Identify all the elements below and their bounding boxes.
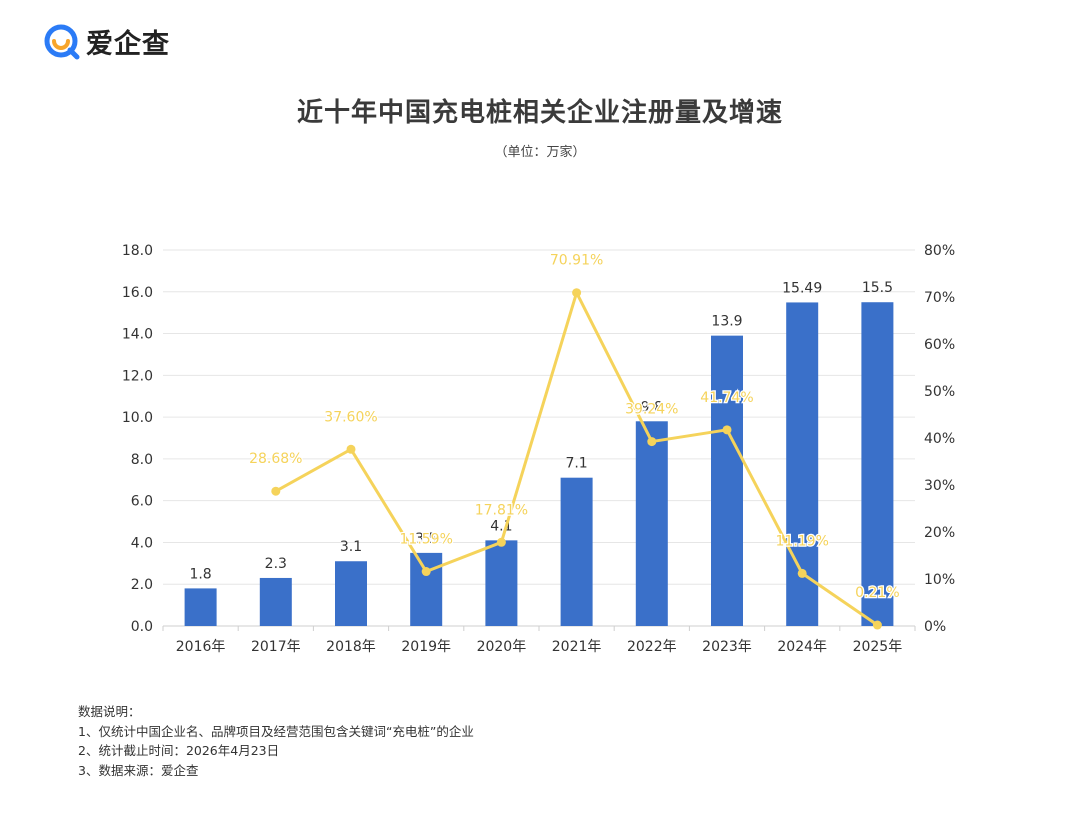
x-tick-label: 2018年 bbox=[326, 639, 376, 655]
bar bbox=[635, 421, 668, 626]
notes-item-3: 3、数据来源：爱企查 bbox=[78, 762, 199, 778]
growth-rate-label: 28.68% bbox=[249, 451, 302, 467]
notes-item-1: 1、仅统计中国企业名、品牌项目及经营范围包含关键词“充电桩”的企业 bbox=[78, 723, 474, 739]
growth-rate-label: 11.59% bbox=[400, 532, 453, 548]
growth-rate-point bbox=[872, 620, 882, 630]
y-right-tick-label: 70% bbox=[924, 290, 955, 306]
y-left-tick-label: 10.0 bbox=[122, 410, 153, 426]
growth-rate-point bbox=[572, 288, 582, 298]
data-notes: 数据说明： 1、仅统计中国企业名、品牌项目及经营范围包含关键词“充电桩”的企业 … bbox=[78, 702, 474, 780]
y-right-tick-label: 30% bbox=[924, 478, 955, 494]
bar bbox=[410, 552, 443, 626]
x-tick-label: 2022年 bbox=[627, 639, 677, 655]
bar bbox=[259, 577, 292, 626]
x-tick-label: 2017年 bbox=[251, 639, 301, 655]
growth-rate-label: 39.24% bbox=[625, 402, 678, 418]
bar-value-label: 7.1 bbox=[565, 456, 587, 472]
growth-rate-label: 41.74% bbox=[700, 390, 753, 406]
growth-rate-point bbox=[421, 567, 431, 577]
y-left-tick-label: 4.0 bbox=[131, 535, 153, 551]
bar-value-label: 1.8 bbox=[189, 566, 211, 582]
x-tick-label: 2020年 bbox=[477, 639, 527, 655]
growth-rate-point bbox=[647, 437, 657, 447]
y-right-tick-label: 20% bbox=[924, 525, 955, 541]
y-right-tick-label: 80% bbox=[924, 243, 955, 259]
y-right-tick-label: 60% bbox=[924, 337, 955, 353]
y-left-tick-label: 0.0 bbox=[131, 619, 153, 635]
y-left-tick-label: 12.0 bbox=[122, 368, 153, 384]
growth-rate-label: 70.91% bbox=[550, 253, 603, 269]
bar bbox=[560, 477, 593, 626]
chart-subtitle: （单位：万家） bbox=[494, 145, 586, 160]
y-left-tick-label: 18.0 bbox=[122, 243, 153, 259]
x-tick-label: 2025年 bbox=[853, 639, 903, 655]
y-right-tick-label: 10% bbox=[924, 572, 955, 588]
bar bbox=[861, 302, 894, 626]
logo-text: 爱企查 bbox=[86, 29, 170, 60]
x-tick-label: 2023年 bbox=[702, 639, 752, 655]
bar-value-label: 15.5 bbox=[862, 280, 893, 296]
y-left-tick-label: 2.0 bbox=[131, 577, 153, 593]
x-tick-label: 2024年 bbox=[777, 639, 827, 655]
bar bbox=[711, 335, 743, 626]
growth-rate-point bbox=[496, 537, 506, 547]
bar-value-label: 3.1 bbox=[340, 539, 362, 555]
growth-rate-label: 37.60% bbox=[324, 409, 377, 425]
bar bbox=[335, 561, 367, 626]
notes-item-2: 2、统计截止时间：2026年4月23日 bbox=[78, 743, 280, 758]
growth-rate-label: 0.21% bbox=[855, 585, 899, 601]
logo-magnifier-icon bbox=[44, 24, 80, 59]
x-tick-label: 2019年 bbox=[401, 639, 451, 655]
y-left-tick-label: 16.0 bbox=[122, 285, 153, 301]
growth-rate-point bbox=[797, 568, 807, 578]
y-left-tick-label: 6.0 bbox=[131, 494, 153, 510]
x-tick-label: 2021年 bbox=[552, 639, 602, 655]
growth-rate-point bbox=[346, 444, 356, 454]
bar-value-label: 2.3 bbox=[265, 556, 287, 572]
y-right-tick-label: 40% bbox=[924, 431, 955, 447]
y-right-tick-label: 0% bbox=[924, 619, 946, 635]
growth-rate-point bbox=[271, 486, 281, 496]
x-tick-label: 2016年 bbox=[176, 639, 226, 655]
bar-value-label: 15.49 bbox=[782, 280, 822, 296]
y-left-tick-label: 8.0 bbox=[131, 452, 153, 468]
growth-rate-point bbox=[722, 425, 732, 435]
growth-rate-label: 11.19% bbox=[776, 533, 829, 549]
bar-value-label: 13.9 bbox=[711, 314, 742, 330]
y-right-tick-label: 50% bbox=[924, 384, 955, 400]
y-left-tick-label: 14.0 bbox=[122, 327, 153, 343]
notes-heading: 数据说明： bbox=[78, 704, 141, 719]
bar bbox=[184, 588, 217, 626]
logo: 爱企查 bbox=[44, 22, 170, 61]
growth-rate-label: 17.81% bbox=[475, 502, 528, 518]
bar-value-label: 9.8 bbox=[641, 399, 663, 415]
chart-title: 近十年中国充电桩相关企业注册量及增速 bbox=[296, 98, 783, 128]
bar bbox=[485, 540, 518, 626]
bar-value-label: 3.5 bbox=[415, 531, 437, 547]
